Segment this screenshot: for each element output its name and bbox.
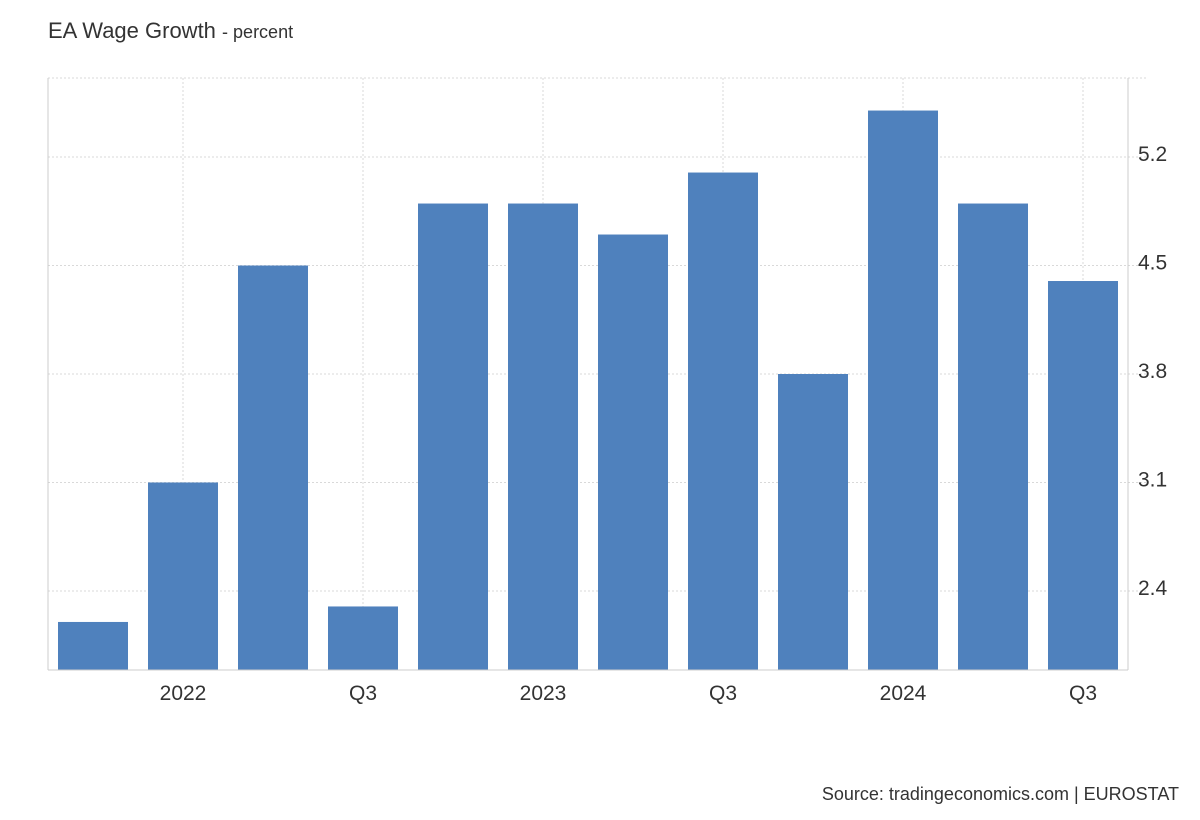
bar-2023-q2[interactable] [598,234,668,670]
bar-layer [58,110,1118,671]
y-tick-label: 3.1 [1138,468,1167,491]
bar-2023-q1[interactable] [508,203,578,670]
bar-2024-q1[interactable] [868,110,938,671]
source-credit: Source: tradingeconomics.com | EUROSTAT [821,784,1179,804]
x-tick-label: Q3 [349,682,377,705]
x-tick-label: 2023 [520,682,567,705]
x-tick-label: 2024 [880,682,927,705]
axis-layer [47,78,1129,671]
y-tick-label: 2.4 [1138,577,1168,600]
label-layer: 2.4 3.1 3.8 4.5 5.2 2022 Q3 2023 Q3 2024 Q3 [160,143,1168,705]
bar-2024-q2[interactable] [958,203,1028,670]
chart-subtitle: - percent [222,22,294,42]
chart-title-text: EA Wage Growth [48,18,216,43]
y-tick-label: 3.8 [1138,360,1167,383]
chart-title: EA Wage Growth - percent [48,18,293,44]
bar-2021-q4[interactable] [58,621,128,670]
x-tick-label: Q3 [709,682,737,705]
bar-2024-q3[interactable] [1048,281,1118,670]
bar-2022-q1[interactable] [148,482,218,670]
bar-2022-q4[interactable] [418,203,488,670]
bar-2022-q3[interactable] [328,606,398,670]
bar-2023-q3[interactable] [688,172,758,670]
bar-2022-q2[interactable] [238,265,308,670]
x-tick-label: Q3 [1069,682,1097,705]
y-tick-label: 5.2 [1138,143,1167,166]
y-tick-label: 4.5 [1138,252,1167,275]
bar-2023-q4[interactable] [778,374,848,670]
x-tick-label: 2022 [160,682,207,705]
